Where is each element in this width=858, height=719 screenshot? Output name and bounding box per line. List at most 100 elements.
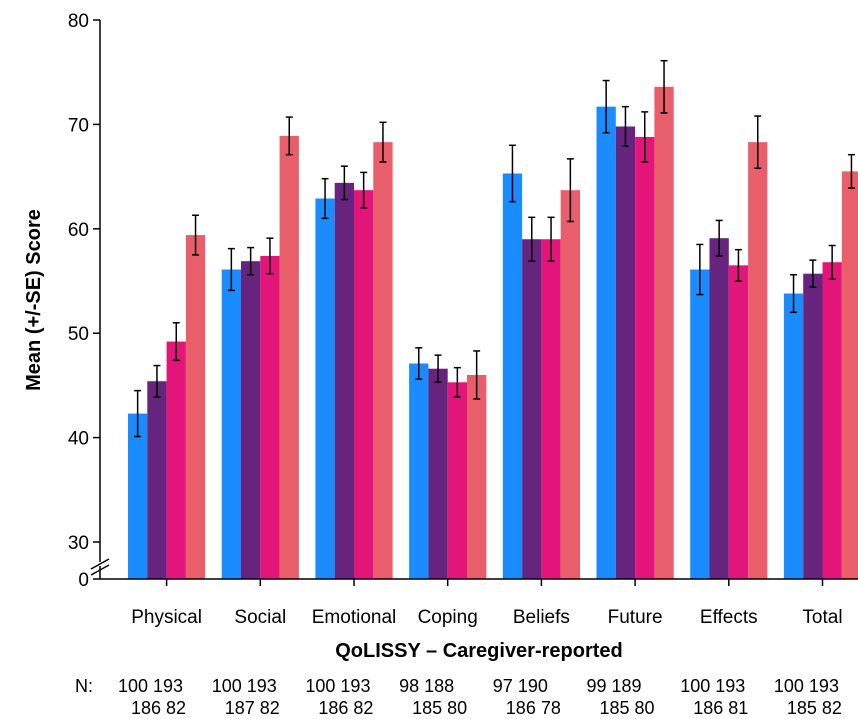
error-bar [247,246,255,276]
y-tick-label: 0 [78,570,89,591]
bar-emotional-1 [315,198,335,580]
axis-break-mark-2 [90,564,110,576]
bar-effects-1 [690,269,710,579]
y-tick-label: 60 [68,220,89,241]
error-bar [360,171,368,209]
bar-beliefs-2 [522,239,542,580]
error-bar [566,158,574,223]
error-bar [715,219,723,257]
error-bar [754,115,762,169]
bar-physical-2 [147,381,167,579]
y-tick-label: 40 [68,429,89,450]
x-tick-label-total: Total [802,607,842,628]
bar-social-4 [279,135,299,579]
bar-physical-1 [128,413,148,579]
error-bar [602,79,610,134]
n-count-top: 100 193 [774,676,839,696]
error-bar [153,364,161,398]
bar-coping-3 [447,382,467,579]
error-bar [847,153,855,189]
bar-future-3 [635,136,655,580]
bar-emotional-3 [354,190,374,579]
error-bar [434,354,442,384]
n-count-top: 97 190 [493,676,548,696]
bar-beliefs-3 [541,239,561,580]
axis-break-mark-1 [90,558,110,570]
bar-beliefs-1 [502,173,523,579]
bar-total-2 [803,273,823,579]
x-tick-label-beliefs: Beliefs [513,607,570,628]
error-bar [340,165,348,201]
error-bar [379,121,387,163]
bar-future-1 [596,106,616,579]
error-bars-layer [134,59,855,438]
bar-social-3 [260,255,280,579]
bar-effects-4 [748,142,768,579]
y-axis-label: Mean (+/-SE) Score [23,209,45,391]
x-tick-label-effects: Effects [700,607,758,628]
x-tick-label-physical: Physical [131,607,202,628]
bar-physical-4 [185,235,206,579]
error-bar [285,116,293,156]
error-bar [547,216,555,262]
bar-total-1 [783,293,804,579]
error-bar [621,105,629,148]
error-bar [734,248,742,282]
n-count-top: 100 193 [680,676,745,696]
y-tick-label: 70 [68,115,89,136]
n-count-bottom: 186 82 [131,698,186,718]
error-bar [134,389,142,438]
x-ticks-layer: Physical Social Emotional Coping Beliefs Futu… [131,579,843,628]
x-axis-label: QoLISSY – Caregiver-reported [335,640,623,662]
error-bar [415,347,423,380]
y-tick-label: 50 [68,324,89,345]
n-count-top: 100 193 [212,676,277,696]
error-bar [453,366,461,398]
x-tick-label-future: Future [608,607,663,628]
error-bar [192,214,200,256]
bar-coping-4 [467,374,487,579]
n-count-bottom: 186 81 [693,698,748,718]
error-bar [266,237,274,275]
error-bar [696,243,704,296]
error-bar [641,111,649,163]
error-bar [528,216,536,262]
x-tick-label-emotional: Emotional [312,607,397,628]
error-bar [660,59,668,114]
error-bar [227,247,235,292]
bar-coping-1 [409,363,429,579]
error-bar [473,350,481,400]
error-bar [508,144,516,203]
y-ticks-layer: 80 70 60 50 40 30 0 [68,11,100,591]
n-count-bottom: 185 80 [600,698,655,718]
bar-future-2 [615,126,636,579]
bar-coping-2 [428,368,448,579]
error-bar [172,322,180,362]
y-tick-label: 80 [68,11,89,32]
axes-layer [90,20,858,580]
error-bar [809,259,817,289]
n-count-top: 99 189 [587,676,642,696]
n-count-bottom: 186 78 [506,698,561,718]
bar-effects-2 [709,238,729,580]
bar-social-2 [241,261,261,579]
error-bar [828,244,836,280]
n-count-bottom: 185 82 [787,698,842,718]
bar-total-4 [841,171,858,579]
bar-effects-3 [728,265,749,579]
x-tick-label-social: Social [234,607,286,628]
n-count-top: 98 188 [399,676,454,696]
error-bar [790,273,798,314]
n-count-bottom: 186 82 [318,698,373,718]
n-count-bottom: 187 82 [225,698,280,718]
bar-social-1 [221,269,241,579]
y-tick-label: 30 [68,533,89,554]
bar-emotional-4 [373,142,393,579]
n-count-top: 100 193 [118,676,183,696]
bar-physical-3 [166,341,186,579]
error-bar [321,177,329,220]
bar-total-3 [822,262,842,579]
n-count-bottom: 185 80 [412,698,467,718]
